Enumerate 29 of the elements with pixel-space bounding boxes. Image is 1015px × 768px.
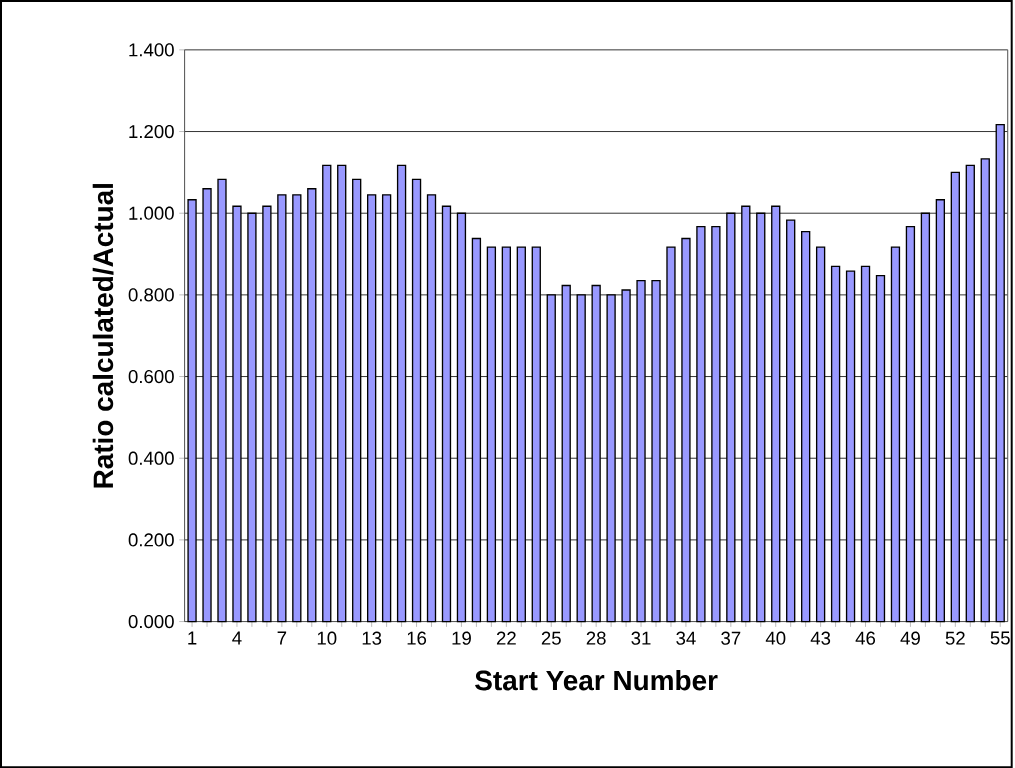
x-tick-label: 1	[188, 631, 197, 645]
y-tick-label: 0.000	[128, 614, 174, 629]
x-tick-label: 28	[586, 631, 606, 645]
x-tick-label: 13	[362, 631, 382, 645]
x-tick-label: 31	[631, 631, 651, 645]
x-tick-label: 43	[810, 631, 831, 645]
y-tick-label: 0.800	[128, 288, 174, 302]
x-tick-label: 52	[945, 631, 965, 645]
x-tick-label: 22	[496, 631, 516, 645]
y-tick-label: 0.400	[128, 451, 174, 465]
x-tick-label: 16	[407, 631, 427, 645]
x-tick-label: 55	[990, 631, 1010, 645]
x-tick-label: 10	[317, 631, 337, 645]
x-tick-label: 49	[900, 631, 920, 645]
x-tick-label: 4	[232, 631, 242, 645]
x-tick-label: 40	[765, 631, 786, 645]
y-tick-label: 0.600	[128, 369, 174, 384]
x-tick-label: 46	[855, 631, 876, 645]
x-tick-label: 37	[721, 631, 741, 645]
x-tick-label: 25	[541, 631, 561, 645]
y-axis-title: Ratio calculated/Actual	[92, 183, 114, 488]
x-axis-title: Start Year Number	[475, 669, 718, 691]
y-tick-label: 1.200	[129, 124, 174, 139]
y-tick-label: 1.400	[129, 43, 174, 57]
x-tick-label: 7	[277, 631, 287, 645]
y-tick-label: 1.000	[129, 206, 174, 220]
x-tick-label: 34	[676, 631, 696, 645]
x-tick-label: 19	[452, 631, 471, 645]
y-tick-label: 0.200	[128, 533, 174, 547]
